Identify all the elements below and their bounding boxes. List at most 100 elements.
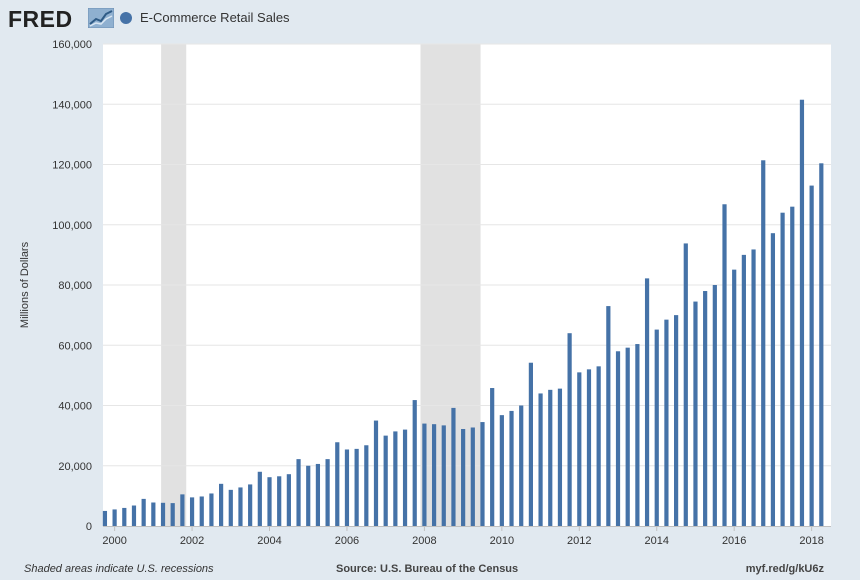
- bar: [373, 420, 379, 526]
- bar: [654, 329, 659, 526]
- y-tick-label: 140,000: [52, 99, 92, 111]
- bar: [219, 483, 224, 526]
- bar: [499, 415, 504, 526]
- axes: 0 20,000 40,000 60,000 80,000 100,000 120,000 1…: [52, 39, 831, 547]
- legend-marker: [120, 11, 132, 24]
- fred-logo[interactable]: FRED: [8, 6, 73, 32]
- bar: [490, 388, 495, 526]
- bar: [431, 424, 437, 526]
- bar: [306, 465, 311, 526]
- bar: [131, 505, 137, 526]
- bar: [248, 484, 253, 526]
- y-tick-label: 160,000: [52, 39, 92, 51]
- y-tick-label: 0: [86, 521, 92, 533]
- bar: [364, 445, 369, 526]
- bar: [799, 99, 805, 526]
- bar: [586, 369, 592, 526]
- bar: [257, 471, 262, 526]
- fred-logo-chart-icon: [88, 8, 114, 28]
- bar: [780, 212, 785, 526]
- bar: [606, 306, 611, 526]
- bar: [160, 502, 166, 526]
- bar: [790, 206, 795, 527]
- bar: [228, 489, 233, 526]
- bar: [732, 269, 737, 526]
- bar: [344, 449, 350, 526]
- legend-label: E-Commerce Retail Sales: [140, 10, 290, 25]
- bar: [664, 319, 669, 526]
- bar: [199, 496, 204, 526]
- bar: [741, 254, 746, 526]
- bar: [509, 410, 514, 526]
- y-tick-label: 60,000: [58, 340, 92, 352]
- y-tick-label: 80,000: [58, 280, 92, 292]
- bar: [722, 204, 727, 526]
- bar: [393, 431, 398, 526]
- bar: [412, 400, 417, 526]
- bar: [189, 497, 195, 526]
- bar: [596, 366, 601, 526]
- bar: [383, 435, 388, 526]
- bar: [286, 474, 291, 526]
- bar: [712, 285, 717, 526]
- bar-series: [102, 99, 824, 527]
- bar: [615, 351, 621, 526]
- bar: [819, 163, 824, 527]
- legend[interactable]: E-Commerce Retail Sales: [120, 10, 290, 25]
- bar: [277, 476, 282, 526]
- bar: [693, 301, 698, 526]
- recession-note: Shaded areas indicate U.S. recessions: [24, 563, 214, 575]
- x-tick-label: 2012: [567, 535, 591, 547]
- bar: [703, 291, 708, 526]
- bar: [809, 185, 814, 526]
- bar: [180, 494, 185, 526]
- x-tick-label: 2002: [180, 535, 204, 547]
- bar: [141, 498, 146, 526]
- bar: [480, 422, 485, 526]
- y-tick-label: 100,000: [52, 220, 92, 232]
- short-link[interactable]: myf.red/g/kU6z: [745, 563, 824, 575]
- bar: [402, 429, 408, 526]
- bar: [644, 278, 650, 526]
- bar: [577, 372, 582, 526]
- bar: [335, 442, 340, 526]
- y-tick-label: 120,000: [52, 160, 92, 172]
- bar: [441, 425, 446, 526]
- y-tick-label: 40,000: [58, 401, 92, 413]
- bar: [683, 243, 688, 527]
- bar: [296, 459, 301, 526]
- y-axis-label: Millions of Dollars: [19, 241, 31, 328]
- bar: [674, 315, 679, 526]
- bar: [325, 459, 330, 526]
- bar: [122, 507, 127, 526]
- x-tick-label: 2010: [490, 535, 514, 547]
- bar: [112, 509, 117, 526]
- chart-header: FRED E-Commerce Retail Sales: [0, 0, 860, 36]
- x-tick-label: 2018: [799, 535, 823, 547]
- bar: [461, 428, 466, 526]
- bar: [238, 487, 243, 526]
- bar: [751, 249, 756, 526]
- bar: [635, 344, 640, 526]
- bar: [538, 393, 543, 526]
- bar: [209, 493, 214, 526]
- bar: [102, 510, 108, 526]
- bar: [170, 503, 175, 526]
- bar: [315, 463, 321, 526]
- source-credit: Source: U.S. Bureau of the Census: [336, 563, 519, 575]
- bar: [354, 448, 359, 526]
- bar: [451, 407, 456, 526]
- bar: [548, 389, 553, 526]
- bar: [770, 233, 776, 526]
- bar: [625, 347, 630, 526]
- x-tick-label: 2008: [412, 535, 436, 547]
- bar: [519, 405, 524, 526]
- bar: [151, 502, 156, 526]
- grid-lines: [103, 43, 831, 467]
- x-tick-label: 2014: [645, 535, 669, 547]
- x-tick-label: 2016: [722, 535, 746, 547]
- x-tick-label: 2004: [257, 535, 281, 547]
- bar: [470, 427, 475, 526]
- bar: [557, 388, 563, 526]
